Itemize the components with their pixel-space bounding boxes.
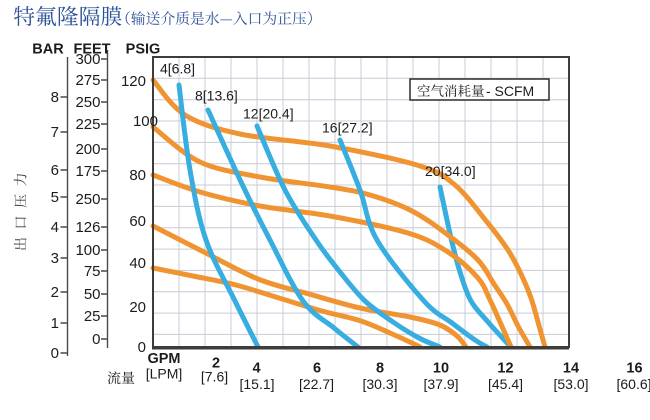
svg-text:[60.6]: [60.6]	[616, 376, 650, 392]
svg-text:275: 275	[75, 72, 100, 89]
svg-text:GPM: GPM	[147, 351, 180, 367]
svg-text:8: 8	[51, 89, 59, 106]
svg-text:12[20.4]: 12[20.4]	[243, 106, 294, 122]
svg-text:10: 10	[433, 361, 449, 377]
svg-text:80: 80	[129, 167, 146, 184]
svg-text:100: 100	[75, 242, 100, 259]
svg-text:126: 126	[75, 219, 100, 236]
svg-text:300: 300	[75, 51, 100, 68]
svg-text:250: 250	[75, 191, 100, 208]
svg-text:250: 250	[75, 94, 100, 111]
svg-text:20: 20	[129, 299, 146, 316]
svg-text:FEET: FEET	[73, 42, 110, 58]
svg-text:0: 0	[92, 331, 100, 348]
svg-text:[37.9]: [37.9]	[423, 376, 458, 392]
svg-text:[LPM]: [LPM]	[146, 366, 183, 382]
svg-text:[45.4]: [45.4]	[488, 376, 523, 392]
svg-text:[7.6]: [7.6]	[201, 369, 228, 385]
svg-text:BAR: BAR	[32, 42, 64, 58]
svg-text:16: 16	[626, 361, 642, 377]
svg-text:20[34.0]: 20[34.0]	[425, 163, 476, 179]
svg-text:4: 4	[252, 361, 260, 377]
svg-text:6: 6	[51, 162, 59, 179]
svg-text:2: 2	[51, 284, 59, 301]
svg-text:175: 175	[75, 163, 100, 180]
svg-text:5: 5	[51, 189, 59, 206]
svg-text:4[6.8]: 4[6.8]	[160, 61, 195, 77]
svg-text:[53.0]: [53.0]	[553, 376, 588, 392]
svg-text:100: 100	[133, 113, 158, 130]
svg-text:200: 200	[75, 141, 100, 158]
svg-text:225: 225	[75, 116, 100, 133]
svg-text:16[27.2]: 16[27.2]	[322, 120, 373, 136]
svg-text:[22.7]: [22.7]	[299, 376, 334, 392]
svg-text:0: 0	[51, 345, 59, 362]
svg-text:8[13.6]: 8[13.6]	[195, 88, 238, 104]
svg-text:40: 40	[129, 255, 146, 272]
svg-text:- SCFM: - SCFM	[486, 83, 534, 99]
svg-text:60: 60	[129, 213, 146, 230]
svg-text:4: 4	[51, 219, 59, 236]
svg-text:PSIG: PSIG	[126, 42, 161, 58]
svg-text:[30.3]: [30.3]	[362, 376, 397, 392]
svg-text:25: 25	[84, 308, 101, 325]
svg-text:1: 1	[51, 315, 59, 332]
svg-text:12: 12	[497, 361, 513, 377]
svg-text:6: 6	[313, 361, 321, 377]
svg-text:[15.1]: [15.1]	[239, 376, 274, 392]
svg-text:0: 0	[138, 339, 146, 356]
svg-text:14: 14	[563, 361, 579, 377]
svg-text:8: 8	[376, 361, 384, 377]
svg-text:50: 50	[84, 286, 101, 303]
svg-text:2: 2	[212, 356, 220, 372]
svg-text:75: 75	[84, 263, 101, 280]
svg-text:7: 7	[51, 124, 59, 141]
svg-text:120: 120	[121, 73, 146, 90]
svg-text:3: 3	[51, 250, 59, 267]
